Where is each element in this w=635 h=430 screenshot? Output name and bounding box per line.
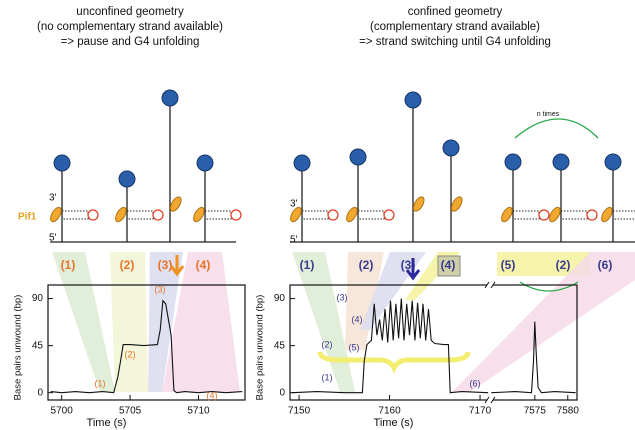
pif1 [344,206,359,224]
x-axis-label: Time (s) [374,417,414,429]
duplex [513,211,539,219]
hairpin [231,210,241,220]
trace-annotation: (5) [349,342,360,352]
stage-label: (2) [556,258,571,272]
stage-fan [110,252,148,392]
x-axis-label: Time (s) [87,417,127,429]
x-tick-label: 5705 [119,406,142,417]
trace-annotation: (2) [125,349,136,359]
hairpin [153,210,163,220]
bead [405,92,421,108]
panel-title: => strand switching until G4 unfolding [359,36,551,48]
panel-title: => pause and G4 unfolding [61,36,200,48]
trace-annotation: (4) [352,314,363,324]
y-tick-label: 0 [37,387,43,398]
trace-annotation: (2) [322,339,333,349]
x-tick-label: 7580 [557,406,580,417]
cycle-arrow [515,119,598,138]
duplex [358,211,384,219]
protein-label: Pif1 [18,212,37,223]
duplex [62,211,88,219]
bead [54,155,70,171]
duplex [205,211,231,219]
bead [162,90,178,106]
trace-annotation: (1) [95,378,106,388]
bead [443,140,459,156]
panel-title: unconfined geometry [76,6,184,18]
x-tick-label: 5710 [187,406,210,417]
pif1 [48,206,63,224]
y-tick-label: 90 [274,293,286,304]
stage-fan [52,252,115,392]
strand-end: 5' [290,235,298,246]
bead [553,154,569,170]
pif1 [113,206,128,224]
pif1 [191,206,206,224]
hairpin [539,210,549,220]
x-tick-label: 7170 [469,406,492,417]
duplex [127,211,153,219]
strand-end: 3' [290,199,298,210]
stage-label: (1) [300,258,315,272]
stage-label: (5) [501,258,516,272]
cycle-label: n times [537,111,560,118]
panel-title: confined geometry [408,6,503,18]
hairpin [328,210,338,220]
bead [505,154,521,170]
x-tick-label: 7575 [524,406,547,417]
hairpin [88,210,98,220]
y-axis-label: Base pairs unwound (bp) [255,295,266,401]
pif1 [547,206,562,224]
trace-annotation: (3) [155,284,166,294]
hairpin [587,210,597,220]
stage-label: (1) [61,258,76,272]
x-tick-label: 7150 [288,406,311,417]
trace-annotation: (3) [337,292,348,302]
x-tick-label: 5700 [51,406,74,417]
trace-annotation: (1) [322,372,333,382]
stage-label: (2) [120,258,135,272]
strand-end: 3' [49,193,57,204]
stage-fan [292,252,355,392]
stage-label: (2) [359,258,374,272]
duplex [302,211,328,219]
duplex [613,211,635,219]
panel-title: (complementary strand available) [370,21,540,33]
hairpin [384,210,394,220]
bead [197,155,213,171]
pif1 [599,206,614,224]
duplex [561,211,587,219]
stage-label: (4) [441,258,456,272]
axis-break [485,282,495,403]
bead [294,155,310,171]
bead [605,154,621,170]
stage-label: (4) [196,258,211,272]
stage-label: (3) [158,258,173,272]
pif1 [499,206,514,224]
bead [119,171,135,187]
trace-annotation: (4) [207,390,218,400]
figure: unconfined geometry (no complementary str… [0,0,635,430]
y-tick-label: 90 [32,293,44,304]
x-tick-label: 7160 [378,406,401,417]
trace-annotation: (6) [470,378,481,388]
y-tick-label: 45 [32,340,44,351]
stage-label: (6) [598,258,613,272]
strand-end: 5' [49,233,57,244]
y-tick-label: 0 [279,387,285,398]
y-axis-label: Base pairs unwound (bp) [13,295,24,401]
y-tick-label: 45 [274,340,286,351]
panel-title: (no complementary strand available) [37,21,223,33]
bead [350,149,366,165]
